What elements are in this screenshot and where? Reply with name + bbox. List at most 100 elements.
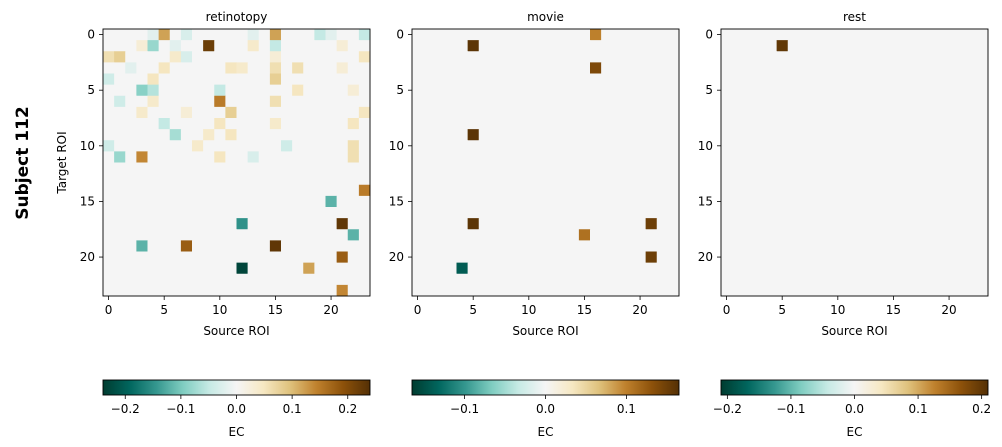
heatmap-cell: [932, 195, 944, 208]
heatmap-cell: [192, 140, 204, 152]
heatmap-cell: [192, 229, 204, 241]
heatmap-cell: [590, 62, 602, 74]
heatmap-cell: [336, 129, 349, 141]
heatmap-cell: [645, 151, 658, 163]
heatmap-cell: [303, 251, 315, 264]
heatmap-cell: [556, 106, 569, 119]
heatmap-cell: [523, 284, 535, 297]
heatmap-cell: [954, 184, 967, 197]
heatmap-cell: [612, 251, 624, 264]
heatmap-cell: [776, 95, 789, 108]
heatmap-cell: [798, 251, 811, 264]
heatmap-cell: [612, 218, 624, 230]
heatmap-cell: [601, 73, 613, 86]
heatmap-cell: [843, 184, 855, 197]
heatmap-cell: [667, 29, 680, 41]
heatmap-cell: [423, 284, 435, 297]
heatmap-cell: [798, 106, 811, 119]
heatmap-cell: [810, 62, 822, 74]
heatmap-cell: [147, 95, 160, 108]
heatmap-cell: [169, 173, 182, 186]
heatmap-cell: [269, 229, 282, 241]
heatmap-cell: [932, 240, 944, 252]
heatmap-cell: [192, 273, 204, 286]
heatmap-cell: [810, 151, 822, 163]
heatmap-cell: [876, 207, 889, 219]
heatmap-cell: [325, 84, 338, 97]
heatmap-cell: [743, 207, 755, 219]
heatmap-cell: [247, 240, 260, 252]
heatmap-cell: [556, 262, 569, 275]
heatmap-cell: [578, 218, 591, 230]
heatmap-cell: [347, 184, 360, 197]
heatmap-cell: [776, 240, 789, 252]
heatmap-cell: [601, 240, 613, 252]
heatmap-cell: [634, 162, 647, 175]
heatmap-cell: [821, 51, 833, 63]
heatmap-cell: [412, 29, 424, 41]
heatmap-cell: [478, 162, 491, 175]
heatmap-cell: [545, 162, 558, 175]
heatmap-cell: [103, 151, 115, 163]
heatmap-cell: [214, 129, 226, 141]
heatmap-cell: [754, 262, 766, 275]
heatmap-cell: [534, 129, 546, 141]
heatmap-cell: [623, 173, 635, 186]
heatmap-cell: [876, 73, 889, 86]
heatmap-cell: [258, 151, 271, 163]
heatmap-cell: [810, 51, 822, 63]
heatmap-cell: [456, 73, 469, 86]
heatmap-cell: [236, 118, 249, 130]
heatmap-cell: [810, 95, 822, 108]
heatmap-cell: [899, 162, 911, 175]
heatmap-cell: [754, 273, 766, 286]
heatmap-cell: [832, 184, 844, 197]
heatmap-cell: [921, 218, 933, 230]
heatmap-cell: [623, 95, 635, 108]
y-tick-label: 15: [80, 194, 95, 208]
heatmap-cell: [590, 273, 602, 286]
heatmap-cell: [158, 40, 171, 52]
heatmap-cell: [776, 184, 789, 197]
heatmap-cell: [192, 95, 204, 108]
heatmap-cell: [567, 184, 580, 197]
heatmap-cell: [347, 151, 360, 163]
heatmap-cell: [910, 40, 922, 52]
heatmap-cell: [158, 62, 171, 74]
heatmap-cell: [281, 173, 293, 186]
heatmap-cell: [169, 251, 182, 264]
heatmap-cell: [247, 95, 260, 108]
x-tick-label: 0: [723, 303, 731, 317]
heatmap-cell: [534, 29, 546, 41]
heatmap-cell: [125, 40, 137, 52]
heatmap-cell: [456, 240, 469, 252]
heatmap-cell: [325, 40, 338, 52]
heatmap-cell: [843, 106, 855, 119]
heatmap-cell: [765, 262, 778, 275]
heatmap-cell: [125, 195, 137, 208]
heatmap-cell: [865, 140, 878, 152]
heatmap-cell: [303, 262, 315, 275]
heatmap-cell: [954, 140, 967, 152]
heatmap-cell: [236, 273, 249, 286]
heatmap-cell: [601, 40, 613, 52]
heatmap-cell: [556, 129, 569, 141]
heatmap-cell: [203, 129, 215, 141]
heatmap-cell: [303, 173, 315, 186]
heatmap-cell: [534, 151, 546, 163]
heatmap-cell: [623, 118, 635, 130]
heatmap-cell: [478, 229, 491, 241]
heatmap-cell: [612, 62, 624, 74]
heatmap-cell: [965, 129, 978, 141]
heatmap-cell: [887, 40, 900, 52]
heatmap-cell: [899, 118, 911, 130]
heatmap-cell: [412, 284, 424, 297]
heatmap-cell: [645, 229, 658, 241]
heatmap-cell: [203, 151, 215, 163]
heatmap-cell: [347, 173, 360, 186]
heatmap-cell: [412, 251, 424, 264]
heatmap-cell: [147, 118, 160, 130]
heatmap-cell: [787, 95, 800, 108]
heatmap-cell: [269, 273, 282, 286]
heatmap-cell: [225, 84, 237, 97]
